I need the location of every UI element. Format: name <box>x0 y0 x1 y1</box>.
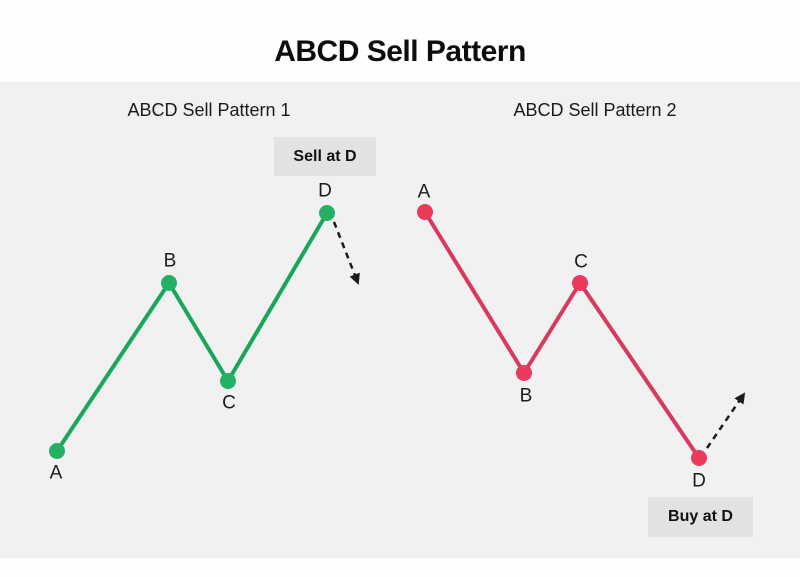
pattern-2-point-d-label: D <box>692 471 706 492</box>
subtitle-pattern-1: ABCD Sell Pattern 1 <box>127 100 291 120</box>
page-title: ABCD Sell Pattern <box>274 35 526 68</box>
buy-at-d-label: Buy at D <box>648 497 753 537</box>
pattern-2-point-b-label: B <box>520 386 533 407</box>
pattern-1-point-b-dot <box>161 275 177 291</box>
pattern-2-point-c-dot <box>572 275 588 291</box>
diagram-panel <box>0 82 800 558</box>
pattern-1-point-b-label: B <box>164 251 177 272</box>
pattern-1-point-c-dot <box>220 373 236 389</box>
sell-at-d-label: Sell at D <box>274 137 376 176</box>
pattern-2-point-d-dot <box>691 450 707 466</box>
pattern-2-point-a-dot <box>417 204 433 220</box>
pattern-2-point-a-label: A <box>418 182 431 203</box>
pattern-2-point-c-label: C <box>574 252 588 273</box>
pattern-2-point-b-dot <box>516 365 532 381</box>
pattern-1-projection-arrow-icon <box>332 221 360 285</box>
pattern-1-point-a-label: A <box>50 463 63 484</box>
subtitle-pattern-2: ABCD Sell Pattern 2 <box>513 100 677 120</box>
pattern-2-zigzag-line <box>423 210 701 460</box>
pattern-1-point-a-dot <box>49 443 65 459</box>
pattern-1-point-d-label: D <box>318 181 332 202</box>
pattern-1-point-c-label: C <box>222 393 236 414</box>
pattern-2-projection-arrow-icon <box>705 392 746 449</box>
pattern-1-point-d-dot <box>319 205 335 221</box>
pattern-1-zigzag-line <box>55 211 329 453</box>
